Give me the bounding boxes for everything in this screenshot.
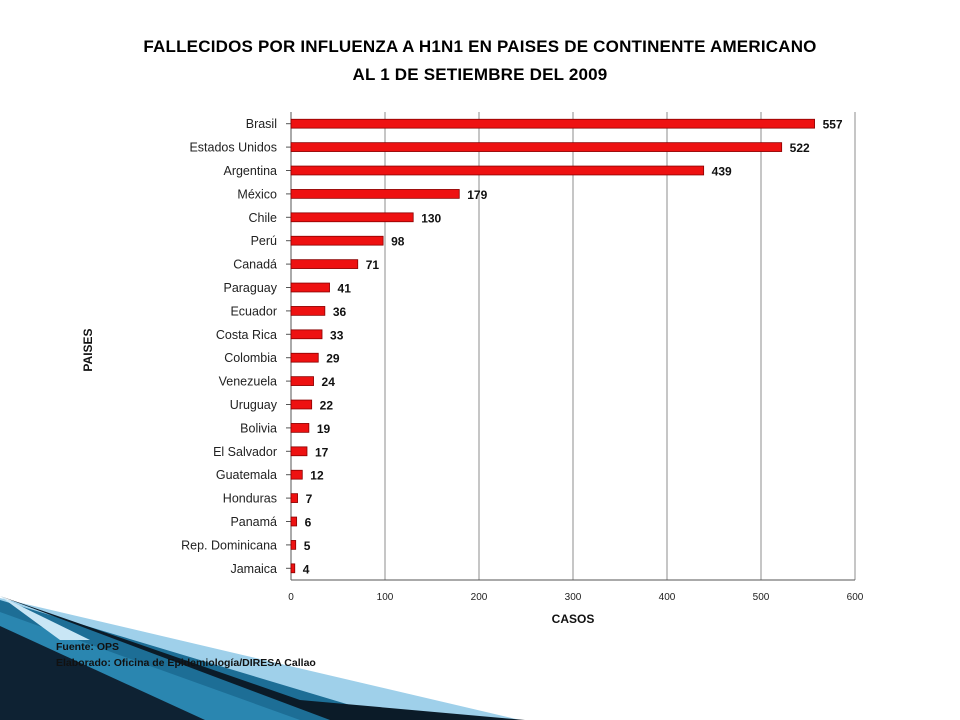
category-label: Guatemala	[216, 468, 277, 482]
category-label: Honduras	[223, 492, 277, 506]
bar-value-label: 71	[366, 258, 380, 272]
bar-value-label: 557	[823, 118, 843, 132]
bar-value-label: 12	[310, 469, 324, 483]
category-label: Uruguay	[230, 398, 278, 412]
bar	[290, 212, 414, 223]
category-label: México	[237, 187, 277, 201]
bar-value-label: 41	[338, 282, 352, 296]
bar-value-label: 130	[421, 211, 441, 225]
bar-value-label: 22	[320, 399, 334, 413]
bar-value-label: 5	[304, 539, 311, 553]
bar	[290, 329, 323, 340]
bar	[290, 376, 314, 386]
category-label: Paraguay	[223, 281, 277, 295]
category-label: El Salvador	[213, 445, 277, 459]
x-tick-label: 100	[377, 592, 394, 603]
source-note: Fuente: OPS	[56, 641, 120, 653]
category-label: Ecuador	[230, 304, 277, 318]
bar	[290, 118, 815, 129]
bar	[290, 142, 783, 152]
category-label: Brasil	[246, 117, 277, 131]
category-label: Rep. Dominicana	[181, 538, 277, 552]
x-tick-label: 500	[753, 592, 770, 603]
prepared-by-note: Elaborado: Oficina de Epidemiología/DIRE…	[56, 657, 316, 669]
bar-value-label: 179	[467, 188, 487, 202]
bar	[290, 563, 296, 574]
x-axis-title: CASOS	[552, 612, 595, 626]
category-label: Chile	[249, 211, 278, 225]
bar-value-label: 29	[326, 352, 340, 366]
bar	[290, 282, 330, 293]
category-label: Jamaica	[230, 562, 277, 576]
bar	[290, 189, 460, 199]
bar-value-label: 24	[322, 375, 336, 389]
x-tick-label: 300	[565, 592, 582, 603]
category-label: Estados Unidos	[189, 141, 277, 155]
category-label: Perú	[251, 234, 277, 248]
category-label: Canadá	[233, 258, 277, 272]
bar	[290, 235, 384, 246]
bar-value-label: 522	[790, 141, 810, 155]
bar-value-label: 19	[317, 422, 331, 436]
bar-value-label: 36	[333, 305, 347, 319]
swoosh-dark	[0, 626, 205, 720]
bar	[290, 446, 308, 457]
category-label: Panamá	[230, 515, 277, 529]
x-tick-label: 0	[288, 592, 294, 603]
bar	[290, 306, 326, 316]
bar	[290, 423, 310, 433]
bar	[290, 469, 303, 480]
category-label: Venezuela	[219, 375, 277, 389]
bar-value-label: 98	[391, 235, 405, 249]
x-tick-label: 600	[847, 592, 864, 603]
category-label: Colombia	[224, 351, 277, 365]
bar-value-label: 6	[305, 516, 312, 530]
bar	[290, 493, 298, 503]
bar	[290, 259, 359, 269]
y-axis-title: PAISES	[81, 328, 95, 371]
chart-title-line2: AL 1 DE SETIEMBRE DEL 2009	[352, 65, 608, 84]
bar-value-label: 33	[330, 328, 344, 342]
x-tick-label: 200	[471, 592, 488, 603]
bar-value-label: 439	[712, 165, 732, 179]
category-label: Argentina	[223, 164, 277, 178]
bar	[290, 399, 313, 410]
bar	[290, 352, 319, 363]
chart-title-line1: FALLECIDOS POR INFLUENZA A H1N1 EN PAISE…	[143, 37, 817, 56]
category-label: Costa Rica	[216, 328, 277, 342]
category-label: Bolivia	[240, 421, 277, 435]
bar	[290, 165, 705, 176]
bar	[290, 516, 298, 527]
bar	[290, 540, 297, 550]
x-tick-label: 400	[659, 592, 676, 603]
bar-value-label: 7	[306, 492, 313, 506]
bar-value-label: 17	[315, 445, 329, 459]
swoosh-highlight	[0, 596, 90, 640]
bar-value-label: 4	[303, 562, 310, 576]
